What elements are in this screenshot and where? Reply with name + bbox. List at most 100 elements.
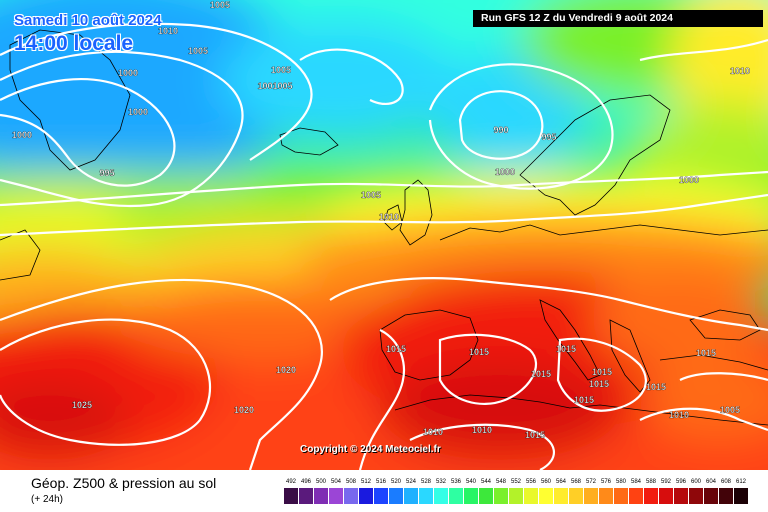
pressure-label: 1015 [386,344,406,354]
pressure-label: 1015 [589,379,609,389]
legend-label: 612 [735,479,746,485]
legend-swatch [344,488,358,504]
legend-swatch [509,488,523,504]
legend-swatch [719,488,733,504]
pressure-label: 1010 [472,425,492,435]
pressure-label: 1010 [423,427,443,437]
pressure-label: 1020 [276,365,296,375]
copyright-notice: Copyright © 2024 Meteociel.fr [300,444,441,455]
pressure-label: 1001005 [257,81,292,91]
legend-label: 524 [405,479,416,485]
pressure-label: 1015 [525,430,545,440]
pressure-label: 1000 [128,107,148,117]
legend-label: 520 [390,479,401,485]
legend-label: 600 [690,479,701,485]
legend-swatch [284,488,298,504]
legend-swatch [449,488,463,504]
legend-label: 596 [675,479,686,485]
pressure-label: 1000 [12,130,32,140]
legend-label: 516 [375,479,386,485]
legend-swatch [389,488,403,504]
legend-label: 536 [450,479,461,485]
legend-label: 604 [705,479,716,485]
legend-swatch [629,488,643,504]
legend-label: 508 [345,479,356,485]
pressure-label: 1005 [720,405,740,415]
forecast-time: 14:00 locale [14,32,134,55]
legend-swatch [479,488,493,504]
pressure-label: 1010 [379,212,399,222]
run-label: Run GFS 12 Z du Vendredi 9 août 2024 [473,10,763,27]
pressure-labels: 1005 1010 1005 1000 1005 1001005 1000 1000 990 99… [12,0,750,440]
legend-label: 576 [600,479,611,485]
legend-label: 544 [480,479,491,485]
footer-title: Géop. Z500 & pression au sol [31,475,217,491]
pressure-label: 1015 [646,382,666,392]
legend-label: 540 [465,479,476,485]
legend-swatch [689,488,703,504]
pressure-label: 1015 [696,348,716,358]
footer-subtitle: (+ 24h) [31,494,63,505]
pressure-label: 1010 [669,410,689,420]
legend-swatch [659,488,673,504]
pressure-label: 1000 [679,175,699,185]
legend-label: 548 [495,479,506,485]
legend-swatch [494,488,508,504]
pressure-label: 1005 [188,46,208,56]
pressure-label: 1005 [210,0,230,10]
legend-label: 492 [285,479,296,485]
legend-label: 568 [570,479,581,485]
legend-label: 556 [525,479,536,485]
pressure-label: 1020 [234,405,254,415]
legend-swatch [524,488,538,504]
legend-swatch [374,488,388,504]
forecast-date: Samedi 10 août 2024 [14,12,162,29]
legend-swatch [584,488,598,504]
legend-swatch [554,488,568,504]
legend-swatch [674,488,688,504]
legend-label: 496 [300,479,311,485]
legend-swatch [644,488,658,504]
legend-swatch [299,488,313,504]
legend-swatch [599,488,613,504]
legend-swatch [704,488,718,504]
legend-label: 564 [555,479,566,485]
pressure-label: 1015 [556,344,576,354]
pressure-label: 995 [99,168,114,178]
pressure-label: 1005 [271,65,291,75]
legend-swatch [404,488,418,504]
pressure-label: 1015 [592,367,612,377]
legend-label: 528 [420,479,431,485]
legend-swatch [539,488,553,504]
pressure-label: 1005 [361,190,381,200]
pressure-label: 1025 [72,400,92,410]
legend-label: 580 [615,479,626,485]
legend-label: 584 [630,479,641,485]
legend-swatch [359,488,373,504]
legend-label: 504 [330,479,341,485]
legend-swatch [734,488,748,504]
legend-swatch [434,488,448,504]
legend-label: 588 [645,479,656,485]
legend-label: 500 [315,479,326,485]
legend-swatch [614,488,628,504]
pressure-label: 995 [541,132,556,142]
pressure-label: 1015 [469,347,489,357]
legend-label: 552 [510,479,521,485]
legend-label: 572 [585,479,596,485]
legend-label: 560 [540,479,551,485]
pressure-label: 990 [493,125,508,135]
legend-swatch [464,488,478,504]
isobars [0,22,768,470]
legend-label: 532 [435,479,446,485]
legend-swatch [314,488,328,504]
pressure-label: 1000 [118,68,138,78]
pressure-label: 1015 [531,369,551,379]
pressure-label: 1010 [730,66,750,76]
pressure-label: 1010 [158,26,178,36]
legend-swatch [329,488,343,504]
legend-label: 512 [360,479,371,485]
legend-swatch [419,488,433,504]
legend-label: 608 [720,479,731,485]
weather-map: 1005 1010 1005 1000 1005 1001005 1000 1000 990 99… [0,0,768,470]
